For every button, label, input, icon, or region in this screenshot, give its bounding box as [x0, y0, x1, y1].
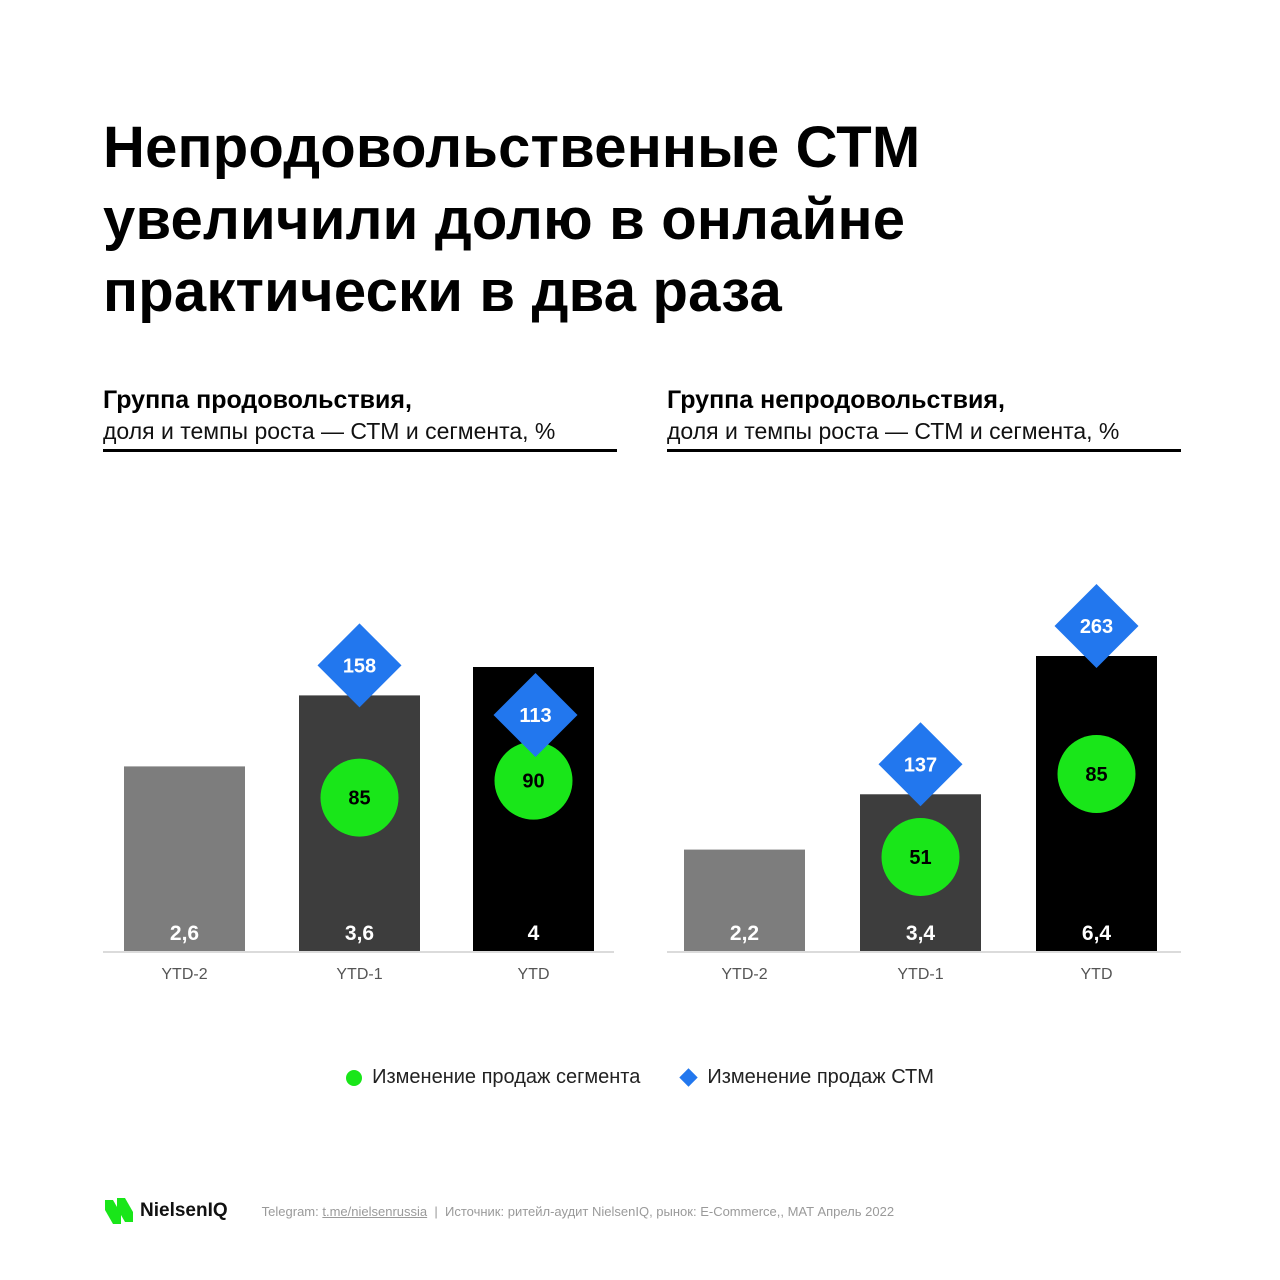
chart-nonfood-tick-label-1: YTD-1	[897, 966, 943, 983]
chart-nonfood-bar-0	[684, 849, 805, 951]
title-line-3: практически в два раза	[103, 259, 782, 324]
chart-nonfood-segment-circle-1	[881, 817, 960, 896]
footer-text: Telegram: t.me/nielsenrussia | Источник:…	[262, 1204, 894, 1219]
brand-name: NielsenIQ	[140, 1200, 228, 1221]
chart-nonfood-segment-label-1: 51	[909, 847, 931, 869]
legend: Изменение продаж сегмента Изменение прод…	[0, 1066, 1280, 1089]
green-circle-icon	[346, 1069, 363, 1086]
chart-food-stm-label-1: 158	[343, 655, 376, 677]
chart-food-stm-diamond-2	[493, 673, 578, 757]
chart-nonfood-value-label-0: 2,2	[730, 922, 759, 945]
chart-food-title: Группа продовольствия,	[103, 386, 412, 414]
chart-nonfood-value-label-2: 6,4	[1082, 922, 1112, 945]
nielseniq-logo: NielsenIQ	[104, 1196, 228, 1226]
chart-nonfood-value-label-1: 3,4	[906, 922, 936, 945]
footer: NielsenIQ Telegram: t.me/nielsenrussia |…	[104, 1196, 1204, 1226]
chart-nonfood-tick-label-0: YTD-2	[721, 966, 767, 983]
chart-food-underline	[103, 449, 617, 452]
blue-diamond-icon	[679, 1068, 699, 1087]
chart-nonfood-stm-diamond-1	[878, 722, 963, 807]
chart-food-segment-circle-2	[494, 741, 573, 820]
legend-segment-label: Изменение продаж сегмента	[372, 1066, 641, 1088]
chart-food-stm-label-2: 113	[519, 705, 551, 727]
chart-nonfood-stm-diamond-2	[1054, 584, 1139, 668]
chart-nonfood-segment-label-2: 85	[1085, 764, 1107, 786]
chart-food-subtitle: доля и темпы роста — СТМ и сегмента, %	[103, 418, 556, 444]
chart-food-value-label-1: 3,6	[345, 922, 374, 945]
chart-food-value-label-0: 2,6	[170, 922, 199, 945]
chart-food-tick-label-0: YTD-2	[161, 966, 207, 983]
chart-food-stm-diamond-1	[317, 623, 402, 708]
chart-nonfood-underline	[667, 449, 1181, 452]
legend-item-segment: Изменение продаж сегмента	[346, 1066, 640, 1089]
title-line-2: увеличили долю в онлайне	[103, 187, 906, 252]
legend-item-stm: Изменение продаж СТМ	[679, 1066, 934, 1089]
page-title: Непродовольственные СТМ увеличили долю в…	[103, 112, 1183, 328]
chart-nonfood-stm-label-1: 137	[904, 754, 937, 776]
chart-food-bar-0	[124, 766, 245, 951]
footer-separator: |	[434, 1203, 438, 1219]
chart-nonfood-title: Группа непродовольствия,	[667, 386, 1005, 414]
chart-food-segment-label-2: 90	[522, 771, 544, 793]
chart-nonfood-stm-label-2: 263	[1080, 616, 1113, 638]
chart-food-segment-circle-1	[320, 758, 399, 837]
legend-stm-label: Изменение продаж СТМ	[707, 1066, 934, 1088]
title-line-1: Непродовольственные СТМ	[103, 115, 921, 180]
chart-nonfood-tick-label-2: YTD	[1081, 966, 1113, 983]
chart-food-tick-label-1: YTD-1	[336, 966, 382, 983]
chart-nonfood-heading: Группа непродовольствия, доля и темпы ро…	[667, 384, 1181, 452]
nielseniq-logo-icon	[105, 1198, 133, 1224]
chart-nonfood-segment-circle-2	[1057, 735, 1136, 813]
source-note: Источник: ритейл-аудит NielsenIQ, рынок:…	[445, 1203, 895, 1219]
chart-food-tick-label-2: YTD	[518, 966, 550, 983]
telegram-link[interactable]: t.me/nielsenrussia	[322, 1203, 428, 1219]
chart-nonfood-subtitle: доля и темпы роста — СТМ и сегмента, %	[667, 418, 1120, 444]
chart-food-segment-label-1: 85	[348, 788, 370, 810]
chart-food-value-label-2: 4	[528, 922, 540, 945]
chart-food-heading: Группа продовольствия, доля и темпы рост…	[103, 384, 617, 452]
telegram-label: Telegram:	[261, 1203, 319, 1219]
